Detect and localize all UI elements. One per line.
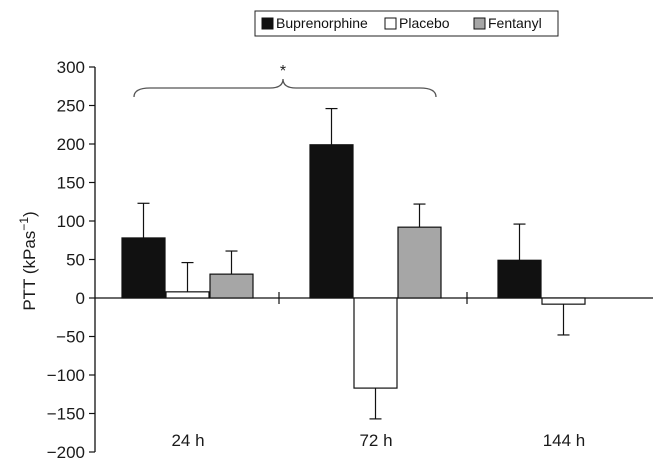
- legend-swatch-buprenorphine: [261, 17, 274, 30]
- legend: Buprenorphine Placebo Fentanyl: [254, 10, 559, 37]
- y-tick-label: 0: [76, 289, 85, 308]
- x-labels: 24 h 72 h 144 h: [171, 431, 585, 450]
- y-tick-label: 250: [57, 97, 85, 116]
- legend-label-buprenorphine: Buprenorphine: [276, 15, 368, 31]
- y-axis-title-sup: −1: [17, 217, 31, 231]
- y-tick-label: 300: [57, 58, 85, 77]
- y-tick-label: −150: [47, 405, 85, 424]
- y-tick-label: −100: [47, 366, 85, 385]
- legend-frame: [254, 10, 559, 37]
- bar-buprenorphine: [497, 259, 542, 299]
- legend-swatch-fentanyl: [473, 17, 486, 30]
- y-axis-title-close: ): [20, 211, 39, 217]
- y-tick-label: 150: [57, 174, 85, 193]
- legend-label-placebo: Placebo: [399, 15, 450, 31]
- y-axis-title: PTT (kPas−1): [17, 211, 39, 310]
- y-tick-label: 50: [66, 251, 85, 270]
- bar-placebo: [165, 291, 210, 299]
- y-ticks: 300 250 200 150 100 50 0 −50 −100 −150 −200: [47, 58, 95, 460]
- error-bars: [137, 107, 570, 420]
- axes: [94, 67, 653, 452]
- x-category-label: 24 h: [171, 431, 204, 450]
- y-tick-label: 100: [57, 212, 85, 231]
- y-tick-label: 200: [57, 135, 85, 154]
- bar-fentanyl: [209, 273, 254, 299]
- x-category-label: 72 h: [359, 431, 392, 450]
- x-category-label: 144 h: [543, 431, 586, 450]
- bar-buprenorphine: [309, 144, 354, 299]
- y-axis-title-main: PTT (kPas: [20, 231, 39, 311]
- bars: [121, 144, 586, 389]
- bar-placebo: [541, 297, 586, 305]
- significance-brace: [133, 78, 437, 98]
- y-tick-label: −50: [56, 328, 85, 347]
- bar-placebo: [353, 297, 398, 389]
- y-tick-label: −200: [47, 443, 85, 460]
- bar-fentanyl: [397, 226, 442, 299]
- legend-swatch-placebo: [384, 17, 397, 30]
- significance-asterisk: *: [280, 63, 286, 80]
- bar-buprenorphine: [121, 237, 166, 299]
- legend-label-fentanyl: Fentanyl: [488, 15, 542, 31]
